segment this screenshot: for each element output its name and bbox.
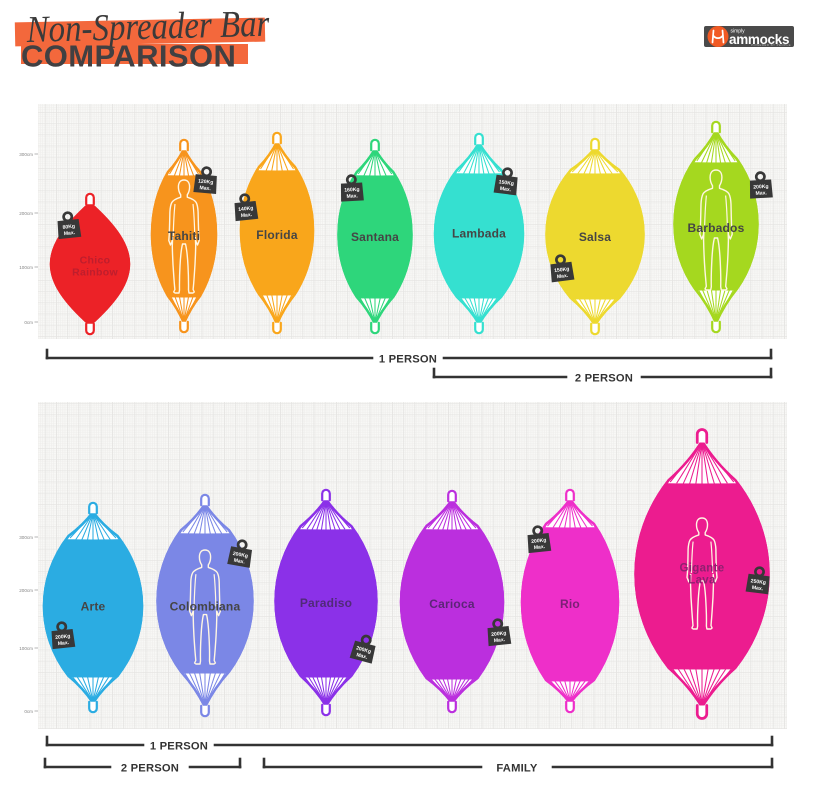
svg-text:Max.: Max.: [241, 212, 253, 219]
svg-text:200cm: 200cm: [19, 211, 33, 216]
svg-text:0cm: 0cm: [24, 709, 33, 714]
svg-text:1 PERSON: 1 PERSON: [379, 354, 437, 366]
svg-text:Tahiti: Tahiti: [168, 229, 200, 243]
svg-text:Chico: Chico: [80, 255, 111, 267]
svg-text:Max.: Max.: [346, 193, 358, 200]
svg-text:Salsa: Salsa: [579, 230, 611, 244]
svg-text:Paradiso: Paradiso: [300, 596, 352, 610]
svg-text:ammocks: ammocks: [729, 32, 789, 47]
svg-text:COMPARISON: COMPARISON: [21, 39, 236, 74]
svg-text:Max.: Max.: [356, 652, 369, 661]
svg-text:Max.: Max.: [557, 273, 570, 280]
svg-text:Colombiana: Colombiana: [170, 600, 241, 614]
svg-text:Carioca: Carioca: [429, 597, 475, 611]
svg-text:Max.: Max.: [534, 544, 546, 551]
svg-text:150Kg: 150Kg: [498, 179, 514, 187]
svg-text:200Kg: 200Kg: [491, 630, 507, 638]
svg-text:160Kg: 160Kg: [344, 187, 360, 194]
svg-text:Max.: Max.: [58, 640, 70, 647]
svg-text:Max.: Max.: [494, 637, 506, 644]
svg-text:250Kg: 250Kg: [750, 578, 766, 586]
svg-text:Max.: Max.: [751, 585, 764, 592]
svg-text:Florida: Florida: [256, 228, 298, 242]
svg-text:Gigante: Gigante: [680, 563, 725, 575]
svg-text:200Kg: 200Kg: [355, 645, 371, 655]
svg-text:150Kg: 150Kg: [554, 266, 570, 274]
svg-text:2 PERSON: 2 PERSON: [121, 763, 179, 775]
svg-text:FAMILY: FAMILY: [496, 763, 538, 775]
svg-text:Max.: Max.: [64, 230, 76, 237]
svg-text:140Kg: 140Kg: [238, 205, 254, 213]
svg-text:200cm: 200cm: [19, 588, 33, 593]
svg-text:80Kg: 80Kg: [62, 224, 75, 231]
svg-text:200Kg: 200Kg: [753, 184, 769, 191]
svg-text:Rainbow: Rainbow: [72, 267, 118, 279]
svg-text:200Kg: 200Kg: [531, 537, 547, 545]
svg-text:100cm: 100cm: [19, 646, 33, 651]
svg-text:Barbados: Barbados: [688, 221, 745, 235]
svg-text:120Kg: 120Kg: [198, 179, 214, 186]
svg-text:Non-Spreader Bar: Non-Spreader Bar: [25, 2, 270, 51]
svg-text:Arte: Arte: [81, 600, 106, 614]
svg-text:1 PERSON: 1 PERSON: [150, 741, 208, 753]
svg-text:simply: simply: [731, 29, 746, 35]
svg-text:Santana: Santana: [351, 230, 399, 244]
svg-text:300cm: 300cm: [19, 152, 33, 157]
svg-text:Lava: Lava: [688, 575, 716, 587]
svg-text:Max.: Max.: [199, 185, 211, 192]
svg-text:100cm: 100cm: [19, 265, 33, 270]
svg-text:200Kg: 200Kg: [232, 551, 248, 560]
svg-text:Lambada: Lambada: [452, 227, 506, 241]
svg-text:Max.: Max.: [233, 558, 246, 566]
svg-text:Rio: Rio: [560, 597, 580, 611]
svg-text:Max.: Max.: [499, 186, 512, 193]
svg-text:0cm: 0cm: [24, 320, 33, 325]
svg-text:200Kg: 200Kg: [55, 633, 71, 641]
svg-text:300cm: 300cm: [19, 535, 33, 540]
svg-text:Max.: Max.: [755, 190, 767, 197]
svg-text:POWERED BY PEOPLE: POWERED BY PEOPLE: [751, 43, 791, 47]
svg-text:2 PERSON: 2 PERSON: [575, 373, 633, 385]
